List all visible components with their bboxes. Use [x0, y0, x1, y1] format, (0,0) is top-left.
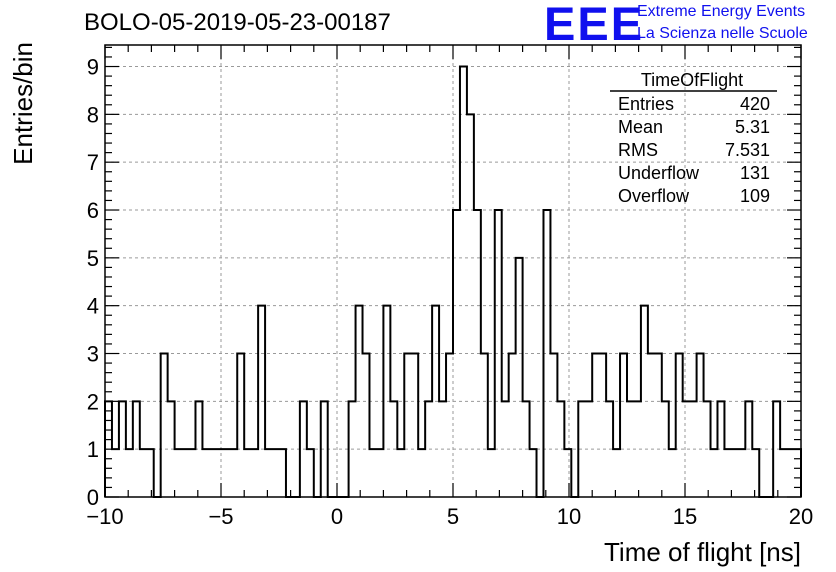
- stats-row-label: Entries: [618, 94, 674, 114]
- x-tick-label: 15: [673, 504, 697, 529]
- x-tick-label: −5: [208, 504, 233, 529]
- y-tick-label: 9: [87, 55, 99, 80]
- chart-title: BOLO-05-2019-05-23-00187: [84, 9, 391, 36]
- stats-box: TimeOfFlight Entries 420 Mean 5.31 RMS 7.531 U…: [610, 70, 777, 206]
- y-tick-label: 0: [87, 485, 99, 510]
- y-tick-label: 5: [87, 246, 99, 271]
- stats-row-value: 131: [740, 163, 770, 183]
- y-tick-label: 2: [87, 389, 99, 414]
- eee-logo-subtitle-1: Extreme Energy Events: [637, 3, 806, 20]
- stats-row-label: RMS: [618, 140, 658, 160]
- stats-row-label: Mean: [618, 117, 663, 137]
- x-axis-title: Time of flight [ns]: [604, 537, 801, 567]
- x-tick-label: 10: [557, 504, 581, 529]
- y-tick-label: 8: [87, 102, 99, 127]
- eee-logo: EEE: [544, 0, 645, 50]
- x-tick-label: 5: [447, 504, 459, 529]
- histogram-outline: [104, 65, 802, 498]
- axis-ticks: [104, 45, 802, 498]
- stats-rows: Entries 420 Mean 5.31 RMS 7.531 Underflow 131 Ov…: [618, 94, 770, 206]
- stats-row-label: Underflow: [618, 163, 700, 183]
- y-tick-label: 4: [87, 294, 99, 319]
- y-tick-label: 3: [87, 342, 99, 367]
- y-axis-title: Entries/bin: [8, 42, 38, 165]
- x-tick-labels: −10 −5 0 5 10 15 20: [86, 504, 813, 529]
- stats-row-value: 109: [740, 186, 770, 206]
- x-tick-label: −10: [86, 504, 123, 529]
- y-tick-label: 1: [87, 437, 99, 462]
- x-tick-label: 0: [331, 504, 343, 529]
- eee-logo-subtitle-2: La Scienza nelle Scuole: [637, 25, 808, 42]
- stats-row-value: 7.531: [725, 140, 770, 160]
- stats-row-value: 5.31: [735, 117, 770, 137]
- y-tick-label: 7: [87, 150, 99, 175]
- y-tick-labels: 0 1 2 3 4 5 6 7 8 9: [87, 55, 99, 510]
- stats-row-label: Overflow: [618, 186, 690, 206]
- stats-row-value: 420: [740, 94, 770, 114]
- x-tick-label: 20: [789, 504, 813, 529]
- y-tick-label: 6: [87, 198, 99, 223]
- stats-box-title: TimeOfFlight: [641, 70, 743, 90]
